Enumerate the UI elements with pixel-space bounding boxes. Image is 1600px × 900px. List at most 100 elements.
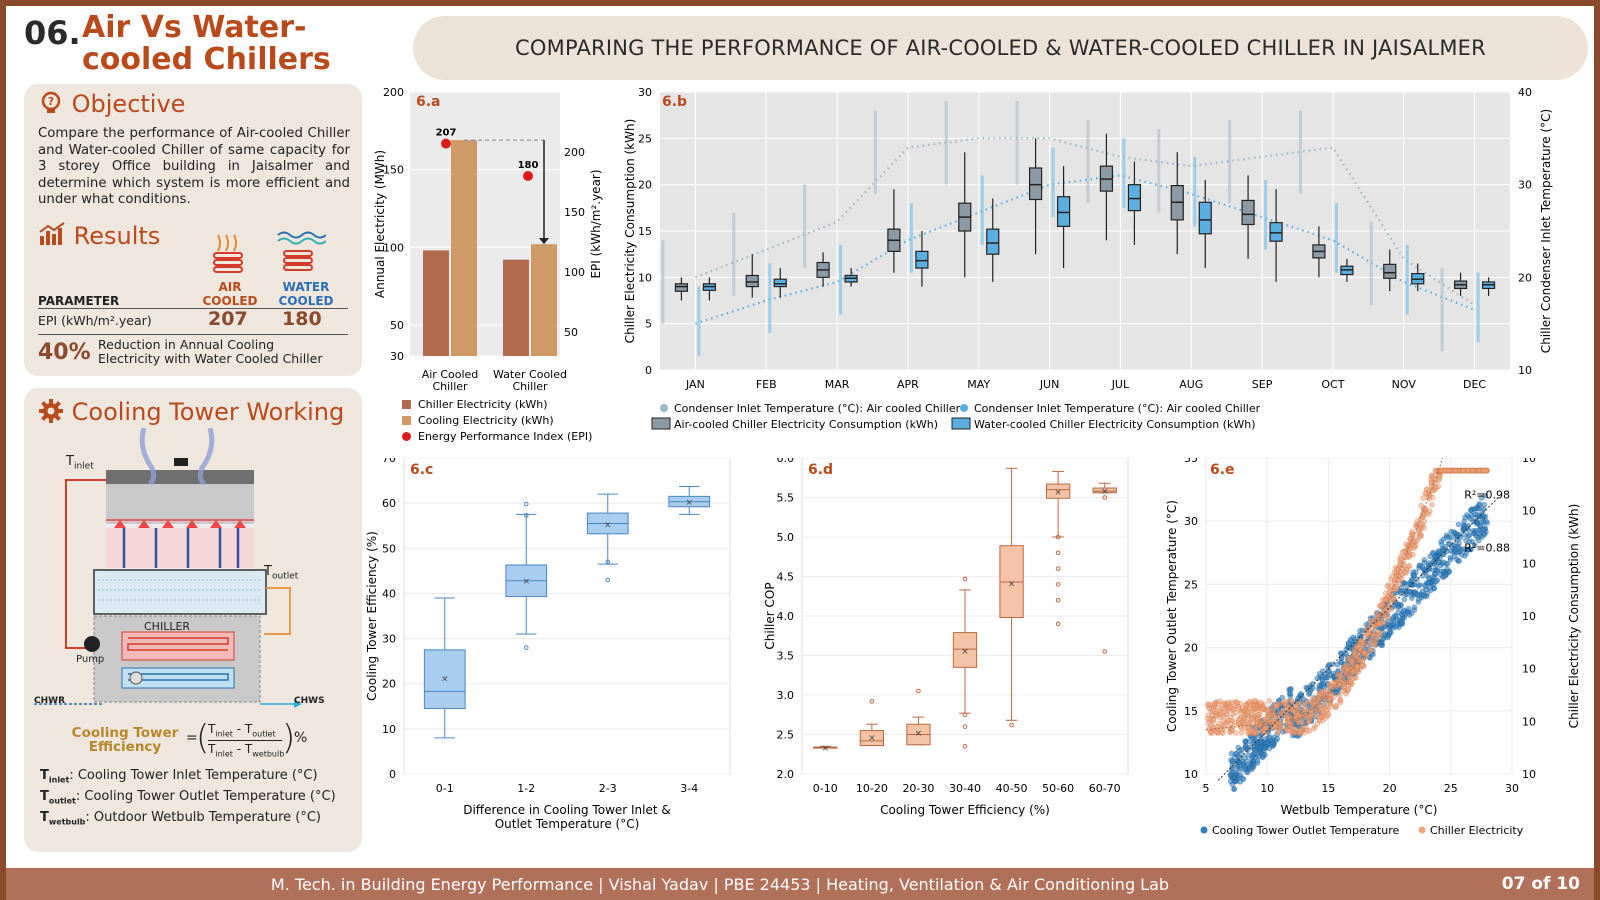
scatter-point-blue [1326, 662, 1333, 669]
x-tick-label: 0-10 [813, 782, 838, 795]
scatter-point-orange [1337, 699, 1344, 706]
scatter-point-orange [1219, 701, 1226, 708]
box [952, 632, 978, 668]
temp-strip-air [1369, 221, 1373, 306]
y-right-axis-label: Chiller Electricity Consumption (kWh) [1567, 504, 1581, 729]
scatter-point-orange [1204, 715, 1211, 722]
scatter-point-orange [1304, 727, 1311, 734]
scatter-point-orange [1397, 560, 1404, 566]
scatter-point-blue [1229, 758, 1236, 765]
y-axis-label: Cooling Tower Outlet Temperature (°C) [1165, 500, 1179, 732]
temp-strip-water [1193, 156, 1197, 227]
scatter-point-blue [1469, 538, 1476, 545]
scatter-point-orange [1390, 595, 1397, 602]
x-tick-label: 20 [1383, 782, 1397, 795]
legend-label: Air-cooled Chiller Electricity Consumpti… [674, 418, 938, 431]
scatter-point-orange [1394, 566, 1400, 573]
outlier [1055, 550, 1061, 556]
scatter-point-blue [1481, 501, 1488, 508]
air-cooled-header: AIR COOLED [202, 280, 258, 308]
cooling-tower-heading: Cooling Tower Working [38, 398, 344, 426]
y-right-tick-label: 10 [1522, 715, 1536, 728]
y-tick-label: 30 [1184, 515, 1198, 528]
scatter-point-orange [1341, 663, 1348, 670]
y-tick-label: 150 [383, 164, 404, 177]
scatter-point-orange [1390, 586, 1397, 593]
y-right-tick-label: 10 [1518, 364, 1532, 377]
scatter-point-blue [1415, 599, 1422, 605]
outlier [1055, 534, 1061, 540]
scatter-point-blue [1466, 532, 1473, 539]
y-right-axis-label: EPI (kWh/m².year) [589, 169, 603, 278]
scatter-point-blue [1241, 755, 1248, 761]
scatter-point-blue [1427, 553, 1433, 560]
epi-water-value: 180 [282, 308, 322, 330]
outlier [1055, 621, 1061, 627]
scatter-point-orange [1354, 663, 1361, 670]
scatter-point-blue [1463, 537, 1469, 544]
x-tick-label: Chiller [432, 380, 468, 393]
scatter-point-orange [1309, 694, 1316, 701]
scatter-point-orange [1422, 490, 1429, 497]
x-tick-label: 25 [1444, 782, 1458, 795]
scatter-point-blue [1416, 562, 1423, 569]
chart-6d: 2.0 2.5 3.0 3.5 4.0 4.5 5.0 5.5 6.0 6.d × 0-10 × 10-2… [763, 458, 1129, 817]
water-cooled-header: WATER COOLED [278, 280, 334, 308]
bar-cooling [451, 140, 477, 356]
box [423, 649, 466, 710]
bar-chiller [423, 250, 449, 356]
scatter-point-orange [1221, 722, 1228, 729]
legend-label: Condenser Inlet Temperature (°C): Air co… [974, 402, 1261, 415]
scatter-point-orange [1265, 714, 1271, 721]
legend-swatch [951, 417, 971, 430]
x-tick-label: 50-60 [1042, 782, 1074, 795]
scatter-point-orange [1260, 705, 1266, 712]
scatter-point-blue [1236, 759, 1243, 766]
outlier [1102, 649, 1108, 654]
scatter-point-orange [1207, 722, 1214, 728]
scatter-point-blue [1430, 549, 1436, 556]
def-inlet: Tinlet: Cooling Tower Inlet Temperature … [40, 768, 318, 785]
x-tick-label: MAY [967, 378, 990, 391]
bulb-icon: ? [41, 91, 61, 113]
scatter-point-orange [1305, 718, 1312, 725]
panel-label: 6.d [808, 462, 833, 478]
scatter-point-blue [1397, 590, 1404, 597]
scatter-point-orange [1229, 727, 1235, 734]
scatter-point-orange [1368, 647, 1374, 654]
legend-swatch [402, 400, 411, 409]
x-tick-label: NOV [1392, 378, 1417, 391]
legend-label: Chiller Electricity [1430, 824, 1524, 837]
scatter-point-blue [1267, 734, 1273, 741]
scatter-point-orange [1402, 553, 1409, 560]
scatter-point-orange [1436, 473, 1442, 480]
scatter-point-blue [1479, 508, 1486, 515]
scatter-point-orange [1351, 648, 1358, 655]
scatter-point-orange [1217, 711, 1224, 718]
temp-strip-water [1476, 272, 1480, 343]
scatter-point-orange [1265, 709, 1272, 715]
y-tick-label: 70 [382, 458, 396, 465]
y-axis-label: Chiller Electricity Consumption (kWh) [623, 119, 637, 344]
scatter-point-blue [1384, 634, 1391, 641]
legend-label: Cooling Tower Outlet Temperature [1212, 824, 1400, 837]
scatter-point-orange [1426, 493, 1433, 500]
y-tick-label: 6.0 [777, 458, 795, 465]
scatter-point-orange [1291, 709, 1297, 715]
bar-chiller [503, 259, 529, 356]
chiller-label: CHILLER [144, 620, 191, 633]
scatter-point-orange [1325, 711, 1332, 718]
temp-strip-water [1122, 138, 1126, 208]
scatter-point-orange [1320, 702, 1327, 709]
scatter-point-blue [1319, 668, 1326, 675]
x-tick-label: 15 [1321, 782, 1335, 795]
scatter-point-orange [1230, 705, 1237, 712]
legend-swatch [960, 404, 968, 412]
scatter-point-orange [1270, 706, 1277, 713]
y-right-tick-label: 10 [1522, 768, 1536, 781]
scatter-point-orange [1323, 706, 1330, 713]
epi-label: EPI (kWh/m².year) [38, 313, 152, 328]
legend-swatch [651, 417, 671, 430]
box [1028, 167, 1043, 201]
scatter-point-blue [1420, 592, 1427, 598]
